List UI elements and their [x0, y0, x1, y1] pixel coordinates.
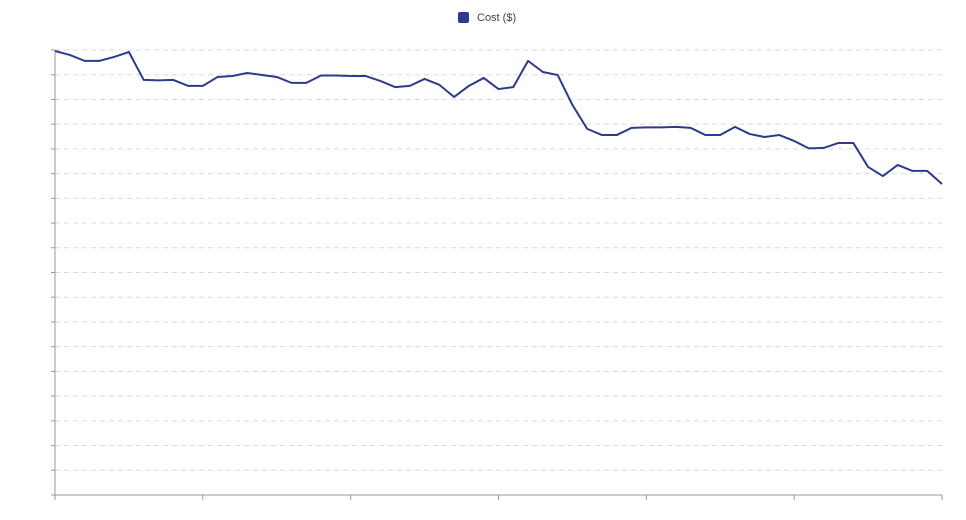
line: [54, 50, 943, 185]
legend-label: Cost ($): [477, 12, 516, 24]
legend-swatch: [458, 12, 469, 23]
